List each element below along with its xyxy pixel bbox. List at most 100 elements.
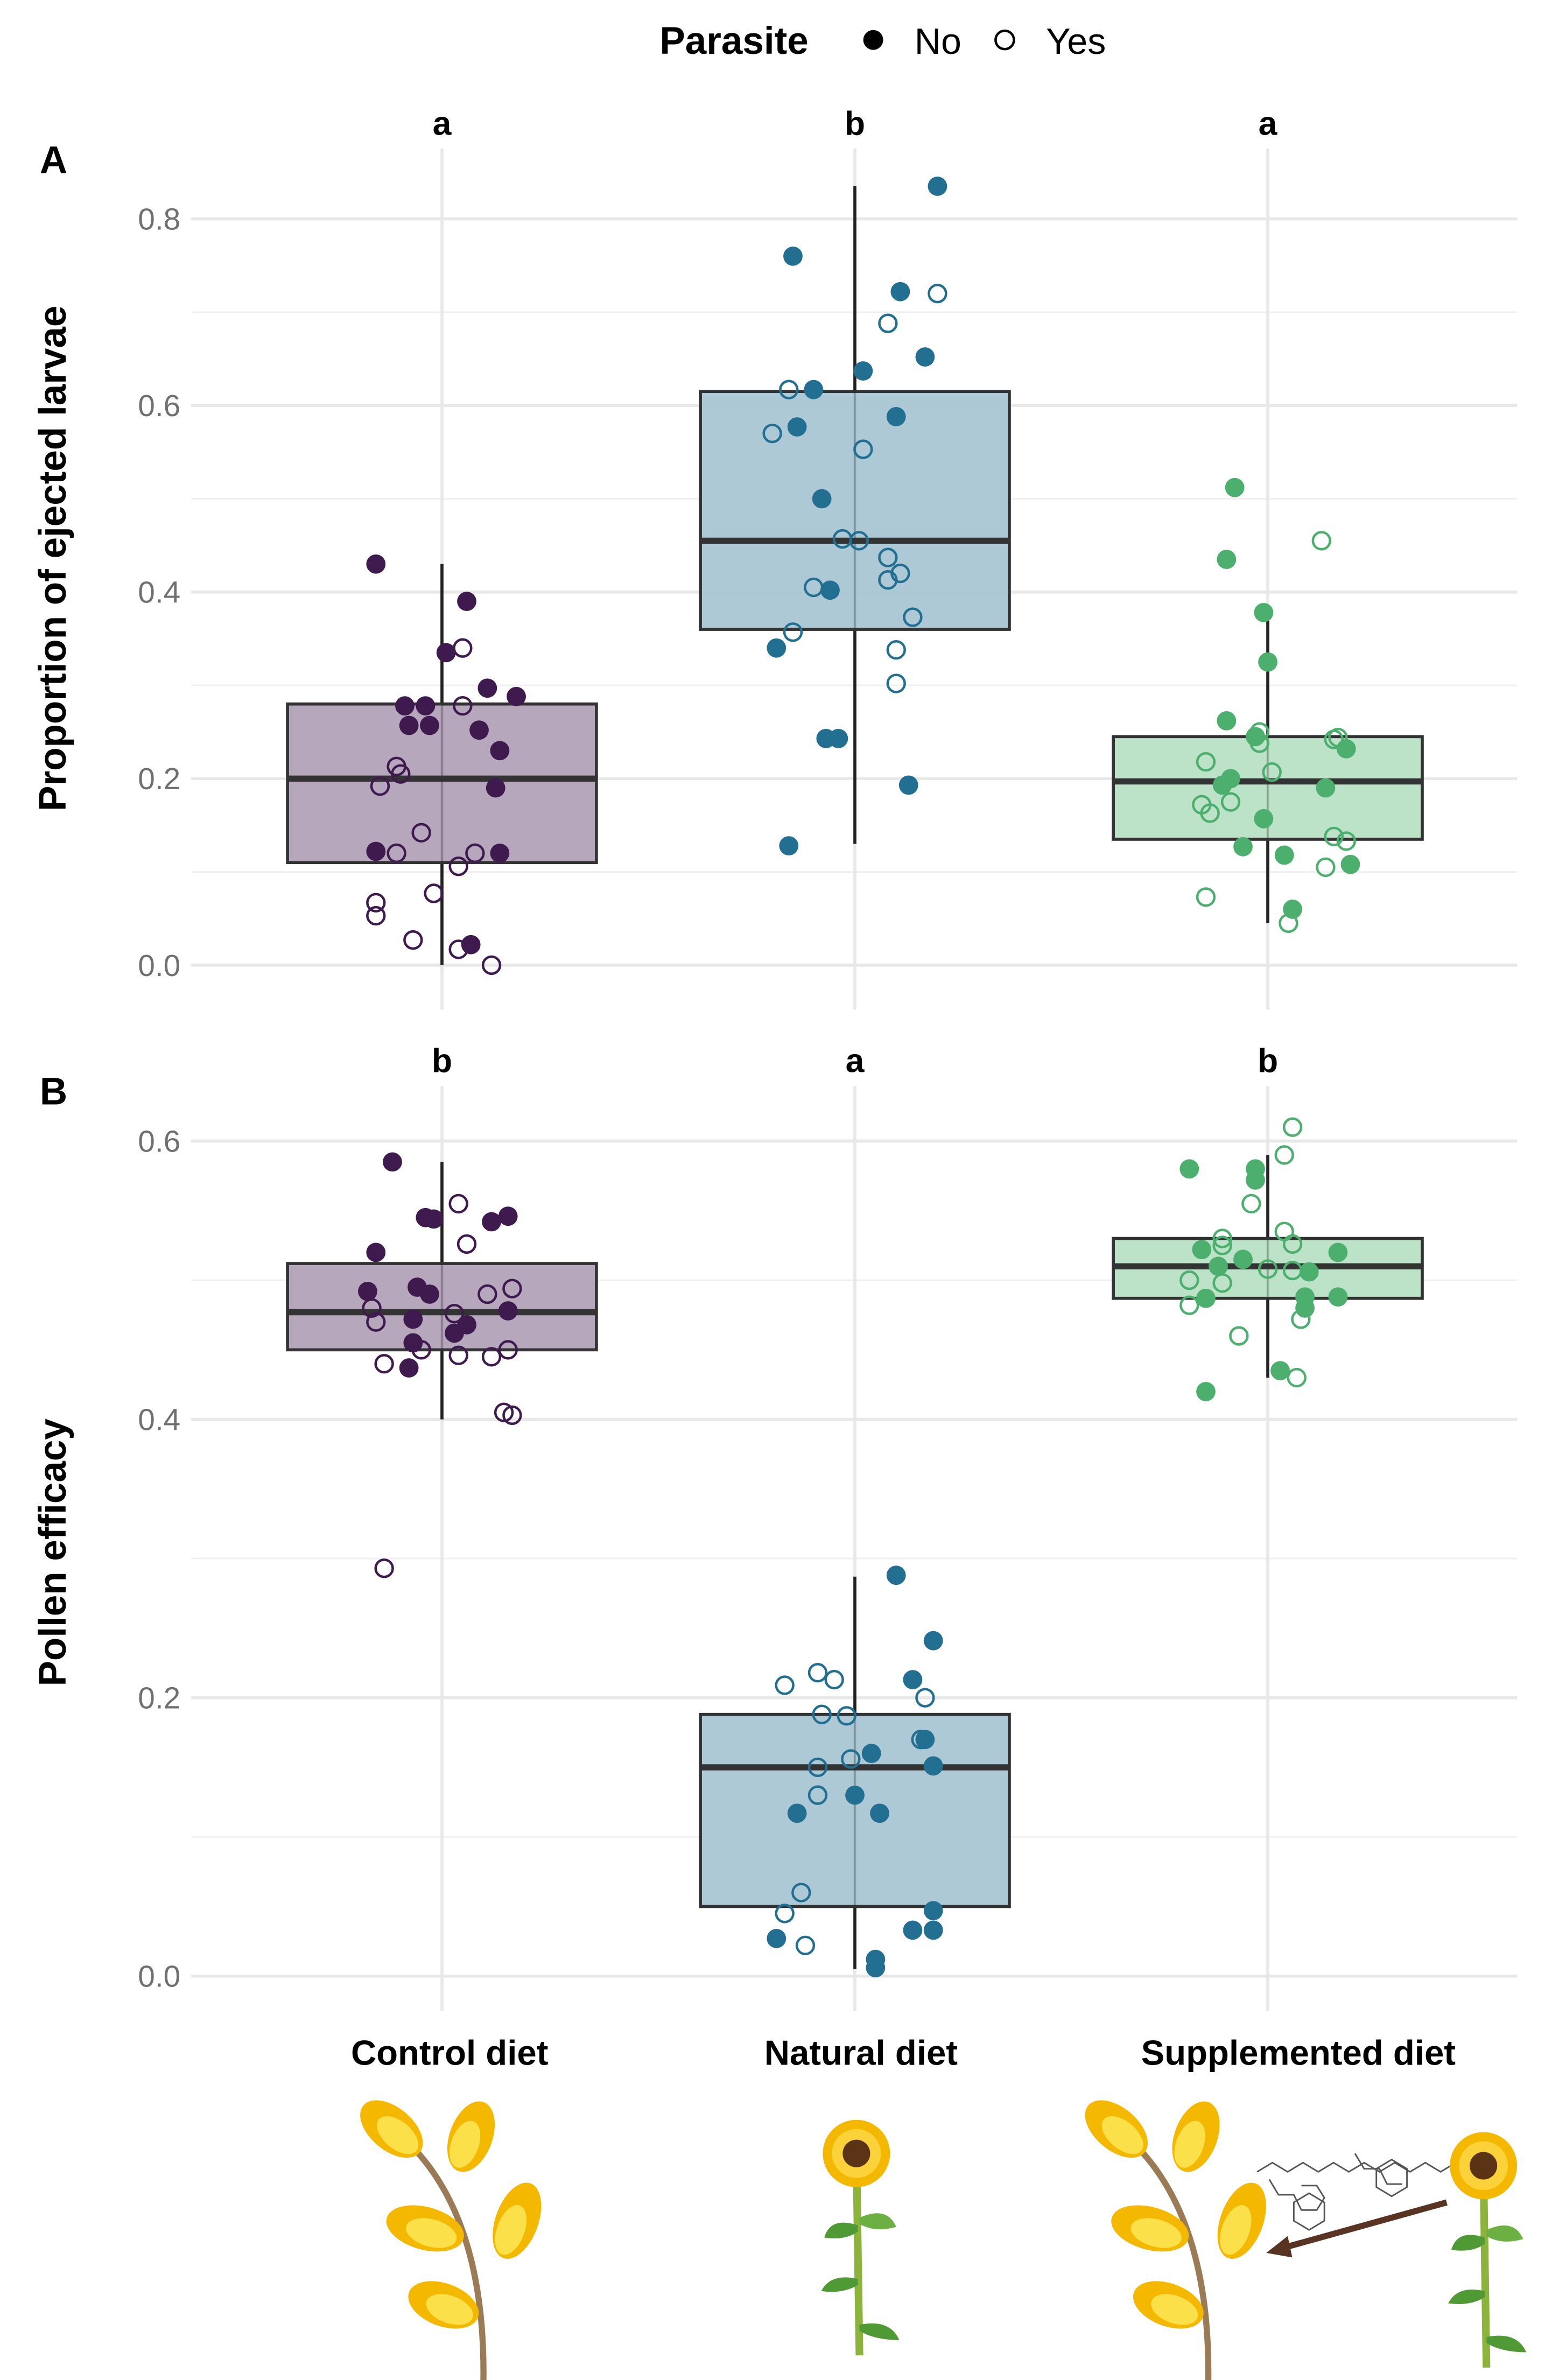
data-point-parasite-no [1274,845,1294,865]
significance-letter: a [1259,104,1278,142]
data-point-parasite-no [490,741,510,761]
panel-b: B Pollen efficacy 0.0 0.2 0.4 0.6 b a b [32,1042,1518,2012]
data-point-parasite-no [1328,1242,1348,1262]
data-point-parasite-yes [1279,913,1298,933]
data-point-parasite-yes [841,1749,861,1769]
data-point-parasite-yes [481,955,502,975]
data-point-parasite-no [804,380,824,399]
legend-label-yes: Yes [1046,21,1106,62]
data-point-parasite-yes [837,1706,856,1726]
molecule-structure-icon [1256,2153,1457,2231]
panel-b-y-axis-title: Pollen efficacy [32,1419,74,1687]
y-tick-label: 0.6 [138,1125,180,1159]
data-point-parasite-yes [1179,1270,1199,1290]
data-point-parasite-no [923,1920,943,1940]
data-point-parasite-no [445,1323,464,1343]
legend-filled-marker [863,30,883,50]
data-point-parasite-no [1221,769,1240,789]
y-tick-label: 0.8 [138,202,180,236]
data-point-parasite-no [1254,809,1274,829]
legend: Parasite No Yes [659,20,1106,62]
data-point-parasite-no [1254,602,1274,622]
x-label-supplemented-diet: Supplemented diet [1141,2033,1456,2072]
data-point-parasite-no [399,1358,419,1378]
data-point-parasite-yes [448,1193,468,1214]
data-point-parasite-yes [403,930,423,950]
data-point-parasite-yes [1249,733,1269,753]
data-point-parasite-yes [465,843,485,863]
data-point-parasite-no [886,407,906,426]
data-point-parasite-no [767,1928,786,1948]
data-point-parasite-no [923,1756,943,1776]
data-point-parasite-no [923,1631,943,1651]
supplemented-diet-illustration [1075,2089,1526,2380]
data-point-parasite-no [420,1284,439,1304]
data-point-parasite-no [498,1301,518,1321]
data-point-parasite-no [820,580,840,600]
y-tick-label: 0.4 [138,1403,180,1437]
data-point-parasite-yes [1196,752,1216,772]
data-point-parasite-yes [362,1298,382,1318]
significance-letter: b [432,1042,452,1080]
data-point-parasite-yes [374,1354,394,1374]
data-point-parasite-yes [444,1303,465,1324]
data-point-parasite-no [399,715,419,735]
data-point-parasite-yes [1200,803,1220,823]
data-point-parasite-yes [1249,722,1269,742]
box [286,702,598,865]
data-point-parasite-no [1270,1361,1290,1381]
data-point-parasite-no [767,638,786,658]
data-point-parasite-yes [1258,1259,1278,1279]
data-point-parasite-yes [804,577,824,598]
data-point-parasite-no [416,696,436,716]
data-point-parasite-no [403,1309,423,1329]
data-point-parasite-yes [1212,1228,1232,1248]
data-point-parasite-no [482,1212,501,1232]
y-tick-label: 0.2 [138,762,180,796]
data-point-parasite-yes [494,1402,514,1422]
y-tick-label: 0.2 [138,1682,180,1716]
data-point-parasite-yes [915,1688,935,1708]
data-point-parasite-no [477,678,497,698]
arrow-icon [1266,2199,1448,2258]
data-point-parasite-no [461,935,481,954]
data-point-parasite-no [1233,1249,1253,1269]
data-point-parasite-yes [498,1340,518,1360]
data-point-parasite-yes [928,284,947,304]
data-point-parasite-yes [481,1347,502,1367]
data-point-parasite-no [903,1670,923,1689]
data-point-parasite-no [928,177,947,196]
panel-a-label: A [40,139,67,181]
box [699,390,1011,631]
box [286,1262,598,1352]
data-point-parasite-yes [1220,792,1241,812]
data-point-parasite-no [507,686,526,706]
data-point-parasite-yes [1291,1309,1311,1329]
data-point-parasite-yes [853,439,873,459]
data-point-parasite-yes [477,1284,497,1304]
data-point-parasite-yes [1282,1234,1303,1254]
data-point-parasite-no [915,347,935,367]
data-point-parasite-no [898,775,918,795]
y-tick-label: 0.0 [138,1960,180,1994]
data-point-parasite-yes [812,1704,832,1724]
data-point-parasite-no [358,1281,377,1301]
data-point-parasite-yes [1262,762,1282,782]
data-point-parasite-yes [911,1730,931,1750]
data-point-parasite-yes [448,939,468,959]
legend-title: Parasite [659,20,808,62]
data-point-parasite-no [436,643,456,663]
data-point-parasite-yes [795,1935,816,1955]
data-point-parasite-no [1196,1288,1216,1308]
data-point-parasite-yes [370,776,390,796]
data-point-parasite-yes [502,1405,522,1426]
data-point-parasite-yes [448,1345,468,1365]
data-point-parasite-yes [886,673,906,693]
data-point-parasite-no [886,1565,906,1585]
x-axis-labels: Control diet Natural diet Supplemented d… [351,2033,1456,2072]
significance-letter: b [1258,1042,1278,1080]
data-point-parasite-no [1192,1240,1212,1260]
data-point-parasite-no [1246,1170,1265,1190]
data-point-parasite-yes [366,905,386,926]
